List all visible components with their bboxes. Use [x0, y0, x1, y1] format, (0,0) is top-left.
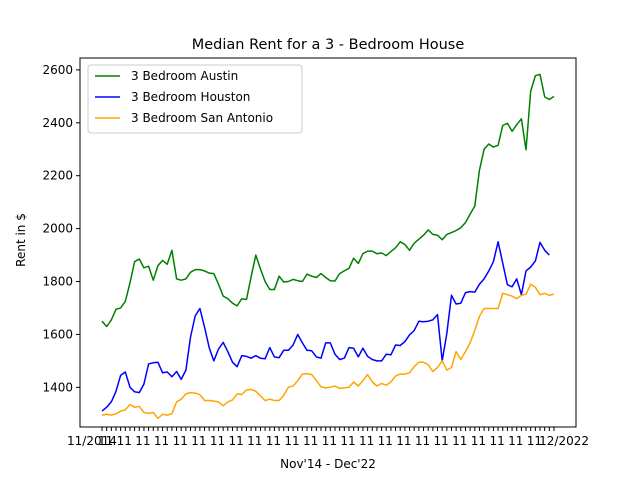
x-tick-label: 11 — [266, 434, 281, 448]
x-tick-label: 11 — [359, 434, 374, 448]
x-tick-label: 11 — [322, 434, 337, 448]
y-tick-label: 2000 — [42, 222, 73, 236]
x-tick-label: 11 — [154, 434, 169, 448]
x-tick-label-end: 12/2022 — [539, 434, 589, 448]
series-line-0 — [101, 73, 555, 328]
series-line-1 — [101, 241, 550, 412]
legend-label-0: 3 Bedroom Austin — [131, 69, 238, 83]
x-tick-label: 11 — [471, 434, 486, 448]
x-tick-label: 11 — [228, 434, 243, 448]
x-tick-label: 11 — [340, 434, 355, 448]
legend-label-1: 3 Bedroom Houston — [131, 90, 250, 104]
y-tick-label: 1600 — [42, 327, 73, 341]
x-tick-label-start: 11/2014 — [67, 434, 117, 448]
x-tick-label: 11 — [247, 434, 262, 448]
x-tick-label: 11 — [452, 434, 467, 448]
x-axis-label: Nov'14 - Dec'22 — [280, 457, 376, 471]
y-tick-label: 1800 — [42, 275, 73, 289]
x-tick-label: 11 — [191, 434, 206, 448]
y-axis-label: Rent in $ — [14, 213, 28, 267]
y-tick-label: 2200 — [42, 169, 73, 183]
y-tick-label: 1400 — [42, 380, 73, 394]
x-tick-label: 11 — [508, 434, 523, 448]
x-tick-label: 11 — [527, 434, 542, 448]
x-tick-label: 11 — [303, 434, 318, 448]
x-tick-label: 11 — [378, 434, 393, 448]
legend: 3 Bedroom Austin 3 Bedroom Houston 3 Bedro… — [87, 64, 303, 134]
x-tick-label: 11 — [434, 434, 449, 448]
x-tick-label: 11 — [117, 434, 132, 448]
legend-label-2: 3 Bedroom San Antonio — [131, 111, 273, 125]
x-tick-label: 11 — [210, 434, 225, 448]
y-tick-label: 2600 — [42, 63, 73, 77]
chart-title: Median Rent for a 3 - Bedroom House — [192, 37, 465, 53]
legend-box — [87, 64, 303, 134]
plot-frame — [79, 57, 577, 428]
x-tick-label: 11 — [489, 434, 504, 448]
y-tick-label: 2400 — [42, 116, 73, 130]
x-tick-label: 11 — [98, 434, 113, 448]
series-line-2 — [101, 283, 555, 420]
x-tick-label: 11 — [415, 434, 430, 448]
x-tick-label: 11 — [173, 434, 188, 448]
x-tick-label: 11 — [135, 434, 150, 448]
x-tick-label: 11 — [284, 434, 299, 448]
x-tick-label: 11 — [396, 434, 411, 448]
plot-area — [101, 73, 555, 420]
